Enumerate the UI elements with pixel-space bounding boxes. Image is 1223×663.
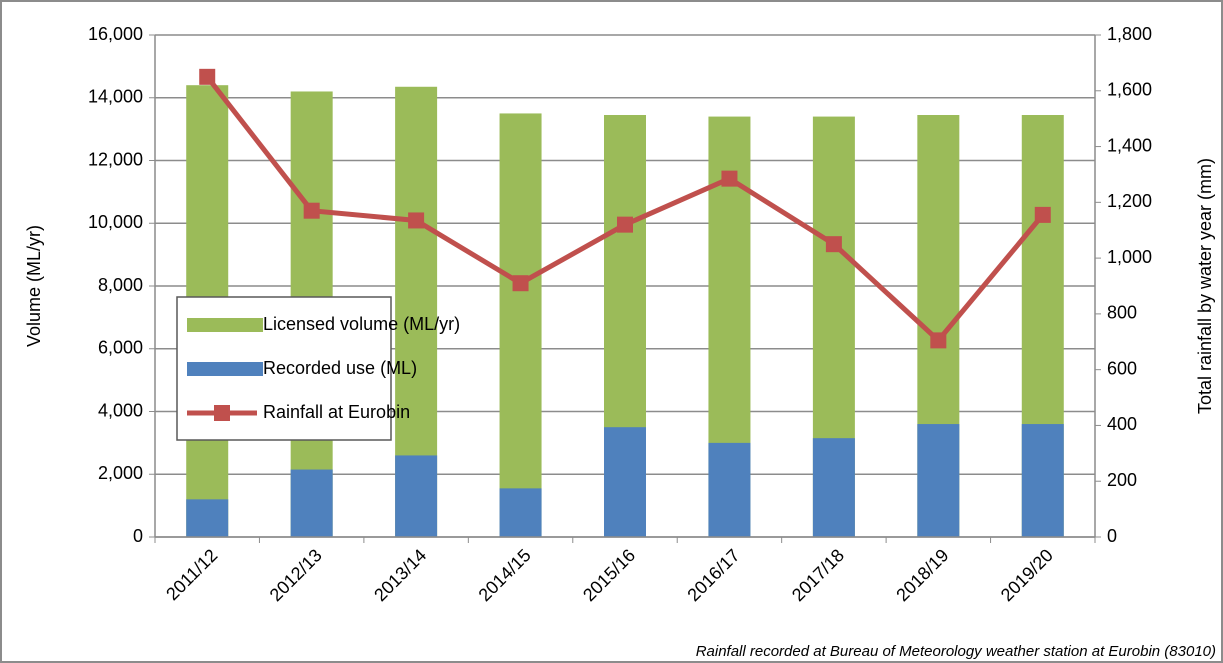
legend-label: Licensed volume (ML/yr) xyxy=(263,314,460,334)
bar xyxy=(290,469,333,537)
y-tick-label: 12,000 xyxy=(88,149,143,169)
legend-label: Recorded use (ML) xyxy=(263,358,417,378)
legend-swatch xyxy=(187,362,263,376)
marker xyxy=(303,202,320,219)
annotation: Rainfall recorded at Bureau of Meteorolo… xyxy=(696,643,1216,660)
marker xyxy=(825,236,842,253)
bar xyxy=(604,427,646,537)
bar xyxy=(186,499,229,537)
bar xyxy=(1021,424,1064,537)
y-tick-label: 14,000 xyxy=(88,87,143,107)
y-tick-label: 2,000 xyxy=(98,463,143,483)
bar xyxy=(708,442,751,537)
legend-label: Rainfall at Eurobin xyxy=(263,402,410,422)
y2-tick-label: 1,800 xyxy=(1107,24,1152,44)
y2-tick-label: 800 xyxy=(1107,303,1137,323)
marker xyxy=(1034,206,1051,223)
marker xyxy=(199,68,216,85)
marker xyxy=(930,332,947,349)
marker xyxy=(617,216,633,233)
y-tick-label: 4,000 xyxy=(98,400,143,420)
legend-swatch xyxy=(187,318,263,332)
marker xyxy=(408,212,425,229)
legend-marker xyxy=(214,405,230,421)
y2-tick-label: 200 xyxy=(1107,470,1137,490)
y-tick-label: 0 xyxy=(133,526,143,546)
y-tick-label: 8,000 xyxy=(98,275,143,295)
marker xyxy=(512,275,529,292)
y2-tick-label: 1,200 xyxy=(1107,191,1152,211)
y-tick-label: 16,000 xyxy=(88,24,143,44)
y2-tick-label: 0 xyxy=(1107,526,1117,546)
y-axis-label: Volume (ML/yr) xyxy=(24,225,44,347)
y2-tick-label: 1,600 xyxy=(1107,80,1152,100)
y2-tick-label: 1,000 xyxy=(1107,247,1152,267)
y2-axis-label: Total rainfall by water year (mm) xyxy=(1195,158,1215,414)
y2-tick-label: 400 xyxy=(1107,414,1137,434)
bar xyxy=(499,113,542,537)
marker xyxy=(721,170,738,187)
y2-tick-label: 600 xyxy=(1107,358,1137,378)
y-tick-label: 6,000 xyxy=(98,338,143,358)
bar xyxy=(499,488,542,537)
bar xyxy=(812,438,855,537)
y-tick-label: 10,000 xyxy=(88,212,143,232)
bar xyxy=(917,424,960,537)
y2-tick-label: 1,400 xyxy=(1107,135,1152,155)
bar xyxy=(395,455,438,537)
